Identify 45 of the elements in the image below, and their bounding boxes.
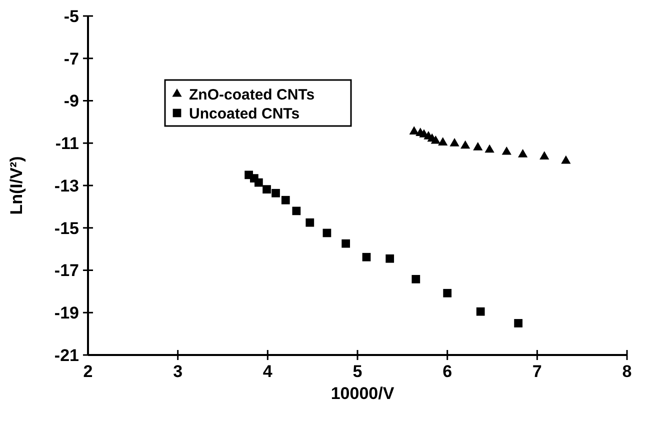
x-axis-title: 10000/V	[330, 384, 395, 403]
x-tick-label: 6	[442, 362, 452, 381]
point	[518, 149, 528, 158]
y-tick-label: -21	[54, 346, 79, 365]
point	[443, 288, 452, 298]
point	[409, 126, 419, 134]
x-tick-label: 7	[532, 362, 542, 381]
x-tick-label: 5	[352, 362, 362, 381]
point	[484, 144, 494, 153]
y-tick-label: -11	[55, 134, 79, 154]
x-tick-label: 3	[173, 362, 183, 381]
point	[412, 274, 420, 284]
point	[473, 142, 483, 150]
y-tick-label: -5	[64, 6, 79, 26]
point	[514, 319, 522, 328]
point	[362, 252, 371, 262]
point	[561, 155, 571, 164]
x-tick-label: 2	[83, 362, 93, 381]
point	[292, 206, 301, 216]
point	[450, 138, 460, 146]
point	[540, 151, 550, 160]
y-axis-title: Ln(I/V²)	[7, 156, 26, 215]
point	[460, 140, 470, 149]
y-tick-label: -9	[64, 92, 79, 111]
point	[386, 254, 394, 263]
y-tick-label: -7	[64, 49, 79, 68]
point	[262, 185, 271, 194]
point	[281, 196, 290, 204]
y-tick-label: -19	[54, 304, 79, 323]
point	[342, 239, 350, 248]
point	[306, 218, 314, 227]
point	[322, 228, 332, 238]
point	[502, 146, 512, 155]
y-tick-label: -17	[54, 261, 79, 280]
point	[430, 135, 440, 144]
x-tick-label: 4	[262, 362, 273, 381]
y-tick-label: -15	[54, 218, 79, 238]
legend-label: ZnO-coated CNTs	[189, 86, 315, 104]
x-tick-label: 8	[622, 362, 632, 381]
point	[254, 178, 263, 187]
point	[438, 137, 448, 146]
point	[272, 188, 280, 198]
legend-label: Uncoated CNTs	[189, 105, 300, 122]
y-tick-label: -13	[54, 176, 79, 196]
point	[476, 307, 485, 316]
